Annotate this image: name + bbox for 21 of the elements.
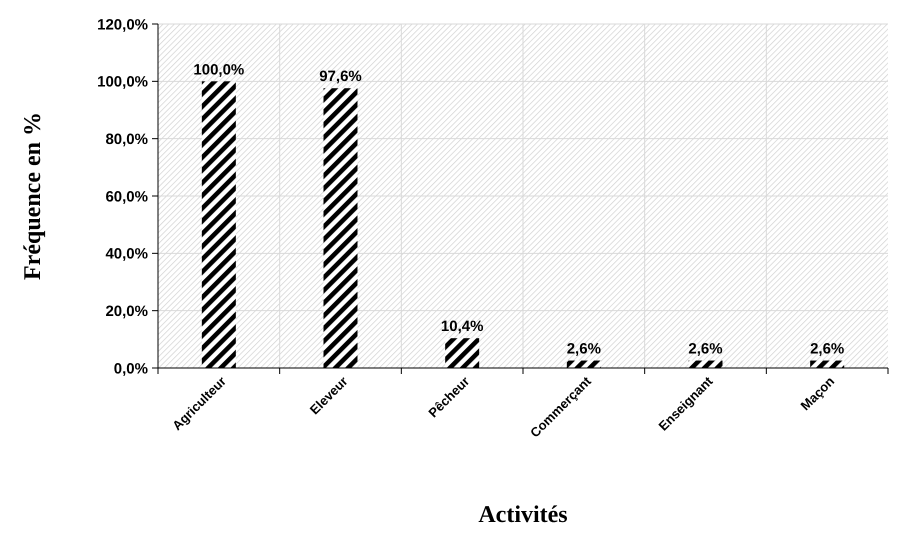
y-tick-label: 60,0%	[105, 188, 148, 206]
y-axis-title: Fréquence en %	[20, 112, 46, 280]
data-label: 97,6%	[319, 68, 362, 86]
data-label: 2,6%	[810, 340, 844, 358]
y-tick-label: 120,0%	[97, 16, 148, 34]
bar	[324, 88, 358, 368]
data-label: 2,6%	[566, 340, 601, 358]
y-tick-label: 80,0%	[105, 130, 148, 148]
y-tick-label: 40,0%	[105, 246, 148, 263]
y-tick-label: 100,0%	[97, 74, 148, 91]
bar	[688, 360, 722, 368]
bar	[810, 360, 844, 368]
y-tick-label: 20,0%	[105, 302, 148, 320]
data-label: 10,4%	[440, 318, 484, 336]
bar	[566, 360, 601, 368]
x-axis-title: Activités	[478, 502, 568, 528]
data-label: 2,6%	[688, 340, 723, 358]
data-label: 100,0%	[193, 61, 244, 78]
bar	[445, 338, 480, 368]
y-tick-label: 0,0%	[114, 360, 148, 378]
bar	[202, 81, 236, 368]
